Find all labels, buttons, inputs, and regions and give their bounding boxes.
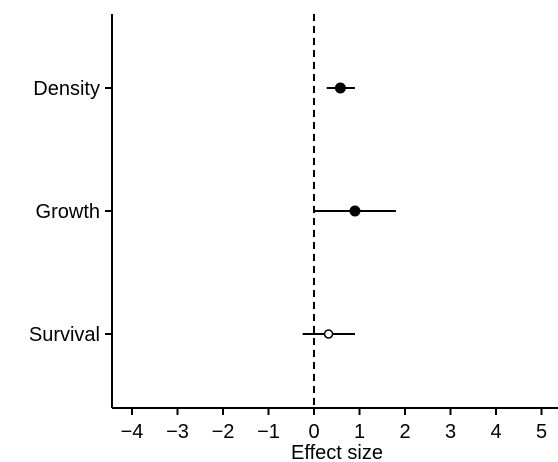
x-tick-label: −3 [166,421,189,443]
x-tick-label: −4 [121,421,144,443]
x-axis-title: Effect size [291,442,383,462]
y-tick-label: Survival [29,324,100,346]
x-tick-label: 1 [354,421,365,443]
x-tick-label: 4 [490,421,501,443]
x-tick-label: −1 [257,421,280,443]
x-tick-label: −2 [212,421,235,443]
x-tick-label: 5 [536,421,547,443]
y-tick-label: Density [33,78,100,100]
chart-marks: −4 −3 −2 −1 0 1 2 3 4 5 Density Growth Survival [29,14,547,443]
data-point [349,205,361,217]
y-tick-label: Growth [36,201,100,223]
x-tick-label: 2 [399,421,410,443]
data-point [334,82,346,94]
x-tick-label: 0 [308,421,319,443]
x-tick-label: 3 [445,421,456,443]
data-point [323,329,334,339]
